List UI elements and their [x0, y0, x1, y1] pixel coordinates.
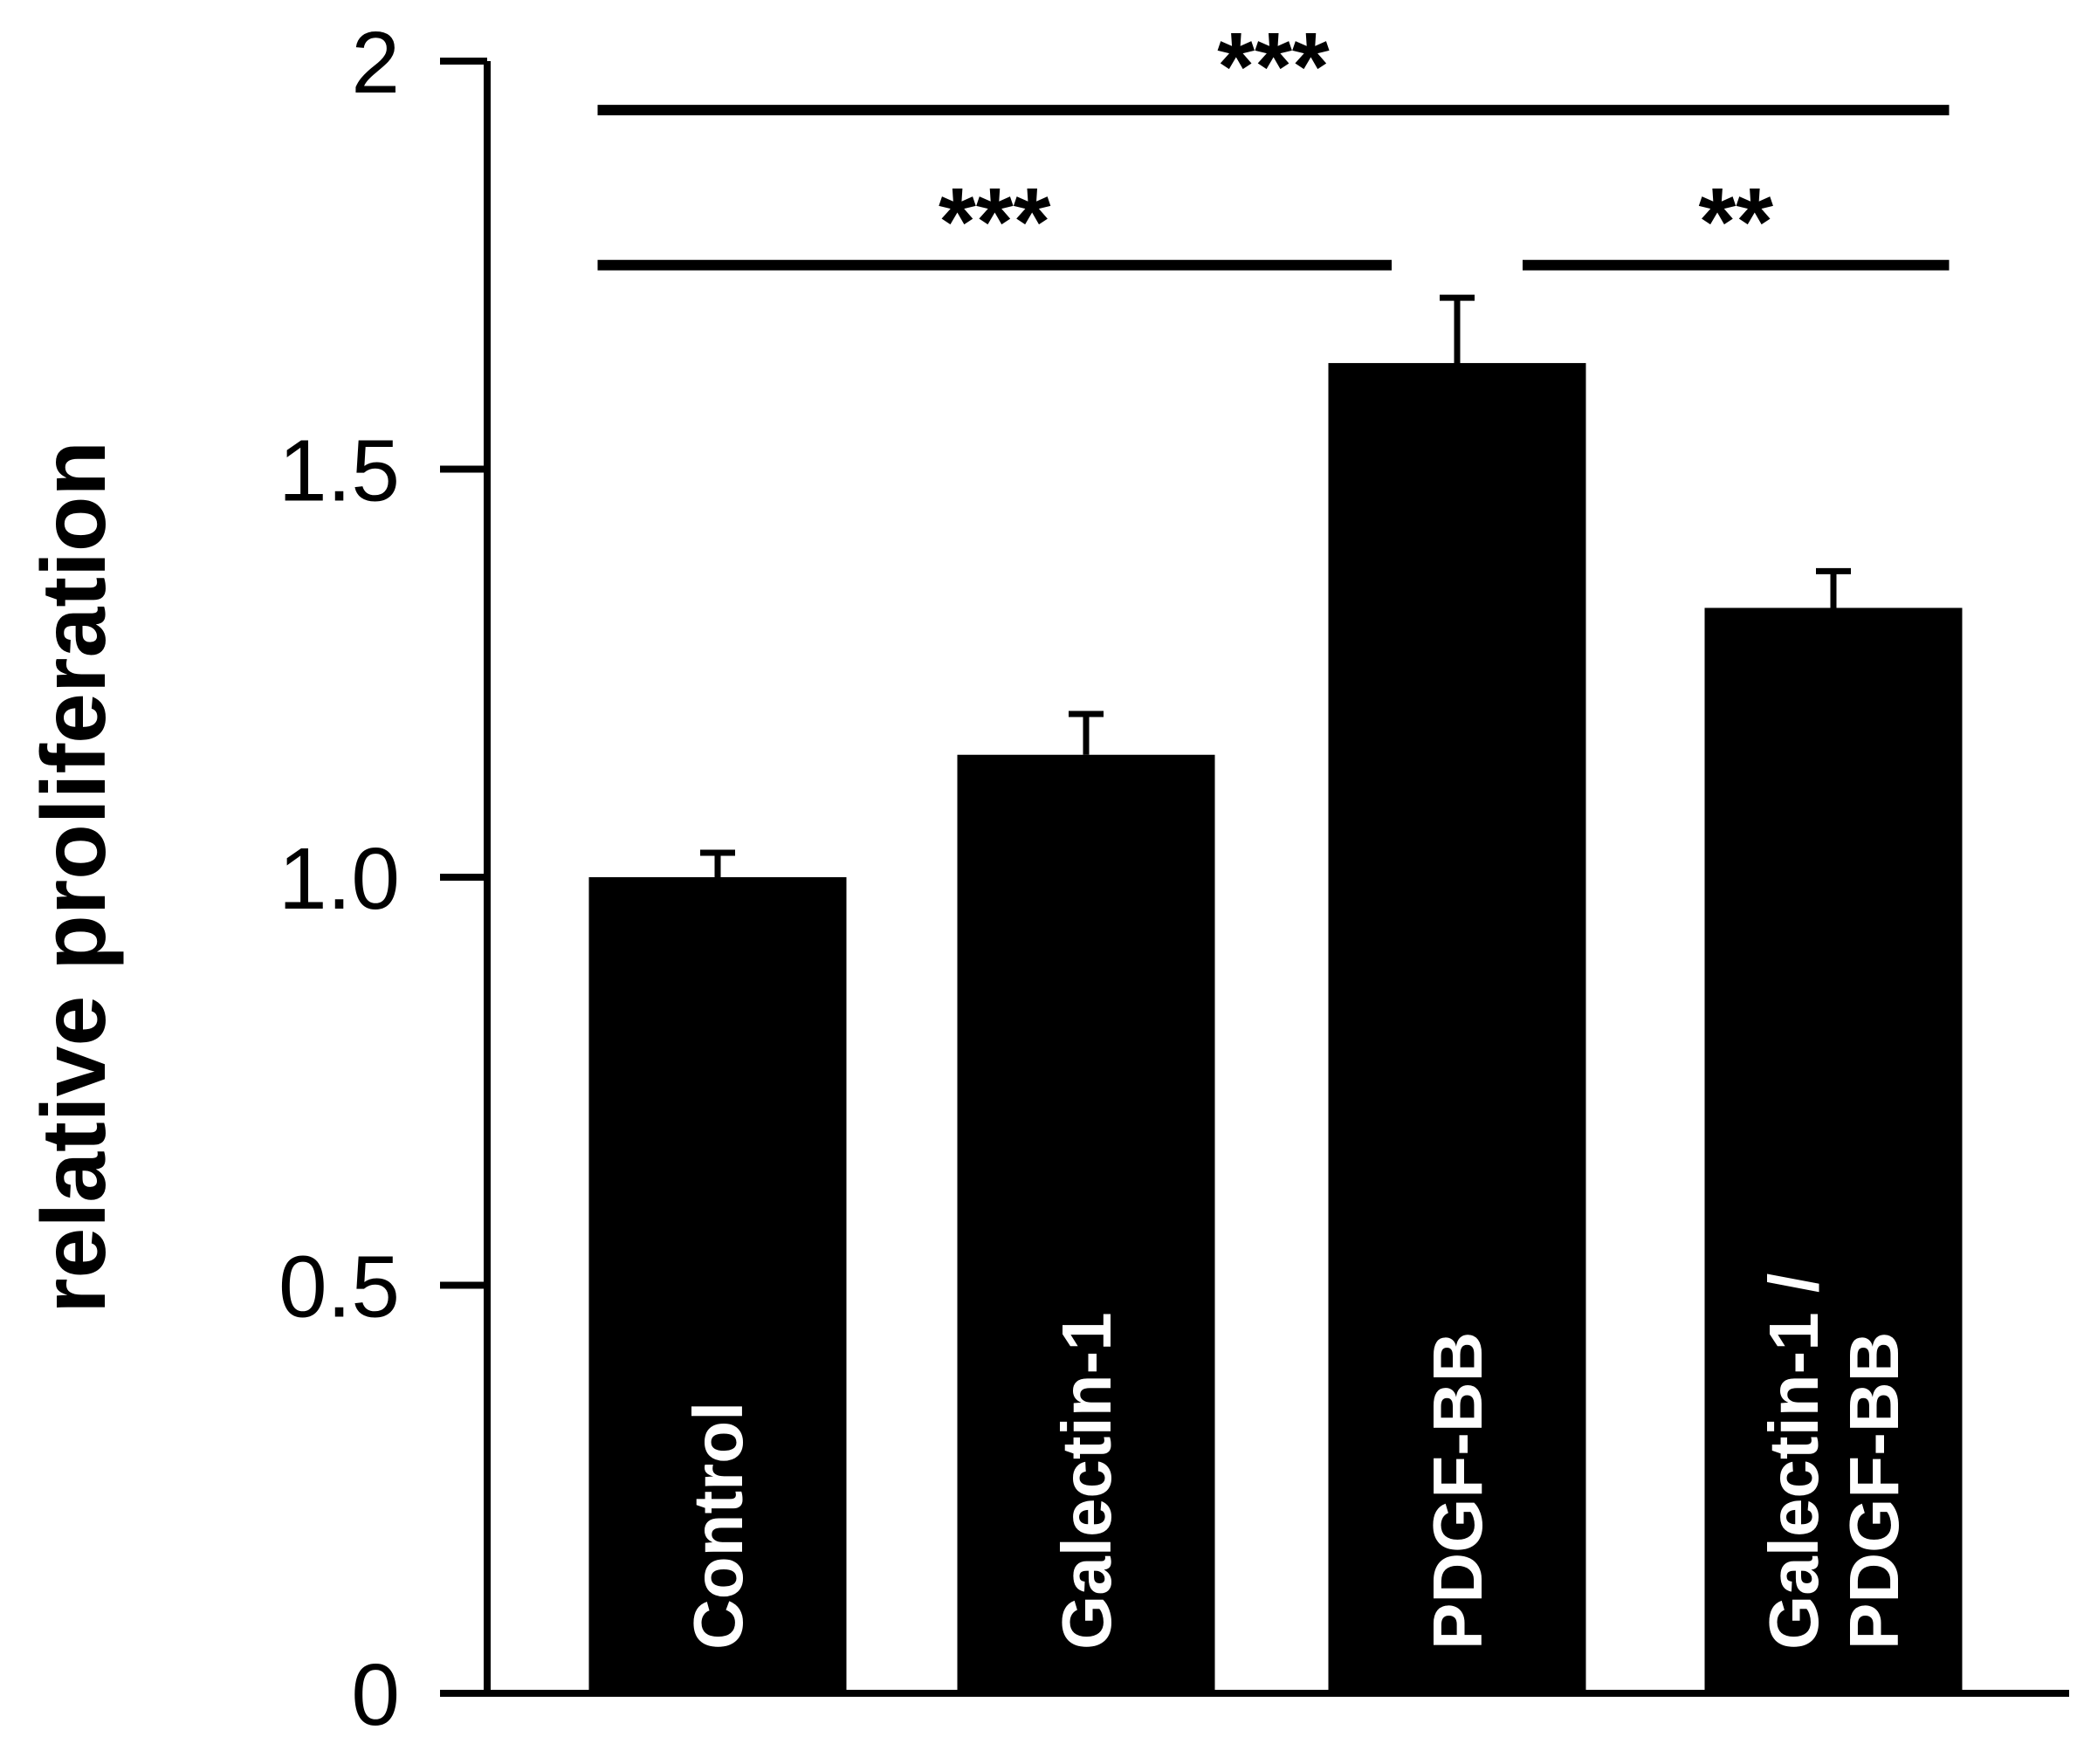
bar [957, 754, 1215, 1693]
y-tick-label: 0 [351, 1646, 400, 1744]
y-axis-title: relative proliferation [24, 441, 125, 1314]
significance-label: *** [939, 168, 1051, 276]
y-tick-label: 1.0 [279, 830, 400, 928]
bar [588, 877, 847, 1693]
bar [1704, 607, 1963, 1694]
bar-label: PDGF-BB [1419, 1332, 1496, 1650]
significance-label: ** [1698, 168, 1773, 276]
significance-markers: *** ***** [597, 13, 1950, 276]
bar-label: Galectin-1 / [1755, 1273, 1833, 1650]
bars: Control Galectin-1 PDGF-BB Galectin-1 /PDGF… [588, 294, 1963, 1694]
bar [1328, 362, 1586, 1694]
y-tick-label: 0.5 [279, 1239, 400, 1336]
bar-label: Control [679, 1402, 757, 1650]
bar-label: PDGF-BB [1835, 1332, 1913, 1650]
bar-label: Galectin-1 [1048, 1312, 1125, 1650]
y-tick-label: 1.5 [279, 422, 400, 520]
y-tick-label: 2 [351, 14, 400, 112]
significance-label: *** [1217, 13, 1330, 120]
